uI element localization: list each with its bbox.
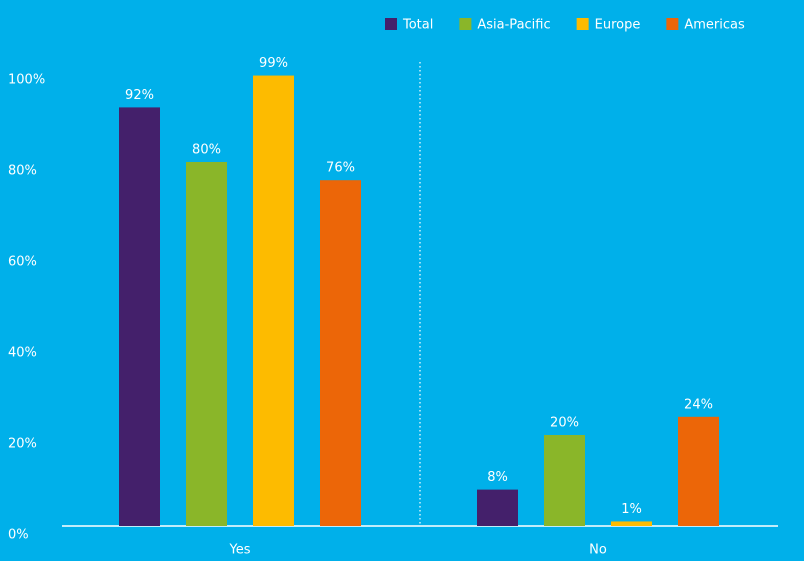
bar [611,521,652,526]
y-tick-label: 60% [8,255,37,270]
y-tick-label: 100% [8,73,45,88]
data-label: 80% [192,143,221,158]
y-tick-label: 0% [8,528,29,543]
legend-label: Americas [684,18,745,33]
y-tick-label: 20% [8,437,37,452]
legend-swatch [576,18,589,30]
y-tick-label: 80% [8,164,37,179]
legend-label: Europe [595,18,641,33]
bar [320,180,361,526]
data-label: 92% [125,88,154,103]
legend-swatch [459,18,472,30]
data-label: 8% [487,470,508,485]
legend-swatch [385,18,397,30]
x-tick-label: No [589,543,607,558]
data-label: 99% [259,56,288,71]
legend-swatch [666,18,679,30]
data-label: 20% [550,416,579,431]
bar [119,107,160,527]
data-label: 1% [621,502,642,517]
bar [544,435,585,526]
bar [186,162,227,526]
x-tick-label: Yes [229,543,251,558]
data-label: 24% [684,397,713,412]
legend-label: Asia-Pacific [477,18,550,33]
legend-label: Total [402,18,433,33]
bar [477,489,518,526]
bar [253,75,294,527]
bar [678,416,719,526]
data-label: 76% [326,161,355,176]
y-tick-label: 40% [8,346,37,361]
